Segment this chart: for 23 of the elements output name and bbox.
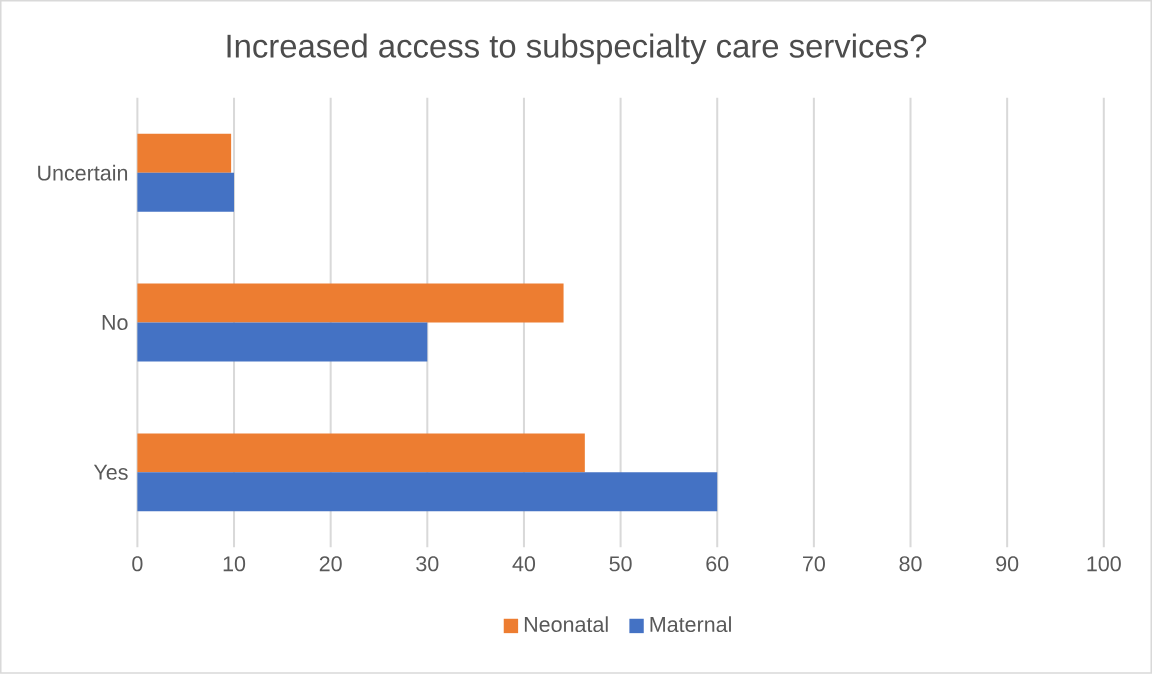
- y-tick-label: No: [102, 315, 128, 331]
- x-tick-label: 30: [416, 556, 439, 572]
- legend-label: Neonatal: [524, 616, 608, 633]
- x-tick-label: 20: [319, 556, 342, 572]
- x-tick-label: 90: [996, 556, 1019, 572]
- bar: [137, 133, 232, 173]
- y-tick-label: Yes: [93, 464, 128, 480]
- x-tick-label: 70: [803, 556, 825, 572]
- bar: [137, 283, 564, 323]
- bar: [137, 472, 718, 512]
- x-tick-label: 80: [899, 556, 922, 572]
- bar: [137, 322, 428, 362]
- x-tick-label: 40: [512, 556, 536, 572]
- x-tick-label: 100: [1087, 556, 1121, 572]
- bar: [137, 172, 235, 212]
- x-tick-label: 60: [706, 556, 729, 572]
- legend-label: Maternal: [650, 616, 731, 633]
- y-tick-label: Uncertain: [38, 164, 128, 181]
- x-tick-label: 0: [132, 556, 143, 572]
- bar: [137, 433, 585, 473]
- x-tick-label: 10: [223, 556, 246, 572]
- x-tick-label: 50: [609, 556, 632, 572]
- chart-title: Increased access to subspecialty care services?: [227, 33, 927, 65]
